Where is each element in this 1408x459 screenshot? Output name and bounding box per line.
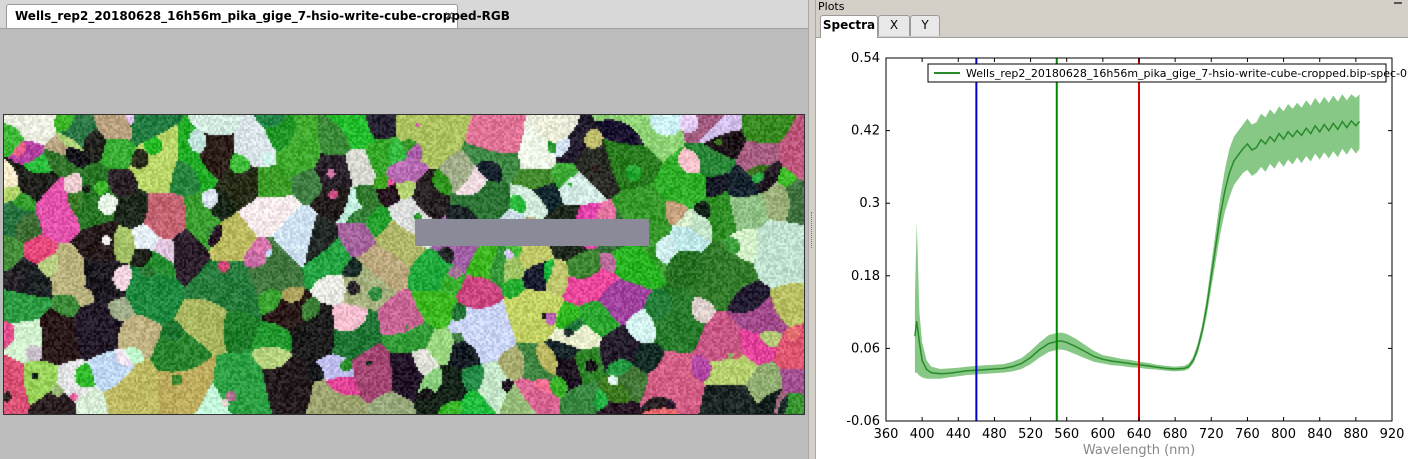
- rgb-image-canvas[interactable]: [4, 115, 804, 414]
- x-axis-label: Wavelength (nm): [1083, 443, 1195, 458]
- image-view-pane: Wells_rep2_20180628_16h56m_pika_gige_7-h…: [0, 0, 808, 459]
- x-tick-label: 520: [1018, 427, 1043, 442]
- y-tick-label: 0.06: [851, 341, 880, 356]
- splitter-handle[interactable]: [811, 212, 814, 248]
- close-icon[interactable]: ✕: [444, 9, 455, 23]
- x-tick-label: 840: [1307, 427, 1332, 442]
- x-tick-label: 360: [874, 427, 899, 442]
- tab-y[interactable]: Y: [910, 15, 940, 36]
- plots-tab-bar: Spectra X Y: [816, 13, 1408, 38]
- legend-label: Wells_rep2_20180628_16h56m_pika_gige_7-h…: [966, 67, 1407, 80]
- x-tick-label: 640: [1127, 427, 1152, 442]
- spectrum-std-band: [914, 94, 1360, 379]
- x-tick-label: 760: [1235, 427, 1260, 442]
- spectrum-mean-line: [914, 119, 1361, 375]
- rgb-image[interactable]: [3, 114, 805, 415]
- x-tick-label: 920: [1380, 427, 1405, 442]
- legend-box: [927, 63, 1387, 83]
- plots-panel: Plots Spectra X Y 360 400 440 480 520 560 600 6…: [816, 0, 1408, 459]
- pane-splitter[interactable]: [808, 0, 816, 459]
- x-tick-label: 400: [910, 427, 935, 442]
- x-tick-label: 880: [1343, 427, 1368, 442]
- x-tick-label: 720: [1199, 427, 1224, 442]
- y-tick-label: -0.06: [846, 414, 880, 429]
- roi-selection[interactable]: [415, 219, 649, 246]
- x-tick-label: 480: [982, 427, 1007, 442]
- plots-panel-title: Plots: [818, 0, 845, 13]
- spectra-chart[interactable]: 360 400 440 480 520 560 600 640 680 720 760 800 840 8…: [816, 38, 1408, 459]
- image-tab[interactable]: Wells_rep2_20180628_16h56m_pika_gige_7-h…: [6, 4, 510, 28]
- spectra-plot[interactable]: 360 400 440 480 520 560 600 640 680 720 760 800 840 8…: [816, 38, 1408, 459]
- y-tick-label: 0.3: [859, 196, 880, 211]
- x-tick-label: 440: [946, 427, 971, 442]
- y-tick-label: 0.18: [851, 269, 880, 284]
- tab-x[interactable]: X: [878, 15, 910, 36]
- y-tick-label: 0.42: [851, 124, 880, 139]
- x-tick-label: 560: [1054, 427, 1079, 442]
- x-tick-label: 800: [1271, 427, 1296, 442]
- image-tab-label: Wells_rep2_20180628_16h56m_pika_gige_7-h…: [15, 9, 510, 23]
- y-tick-label: 0.54: [851, 51, 880, 66]
- x-tick-label: 600: [1090, 427, 1115, 442]
- tab-spectra[interactable]: Spectra: [820, 15, 878, 38]
- image-tab-strip: Wells_rep2_20180628_16h56m_pika_gige_7-h…: [0, 0, 808, 29]
- x-tick-label: 680: [1163, 427, 1188, 442]
- minimize-icon[interactable]: [1394, 2, 1402, 4]
